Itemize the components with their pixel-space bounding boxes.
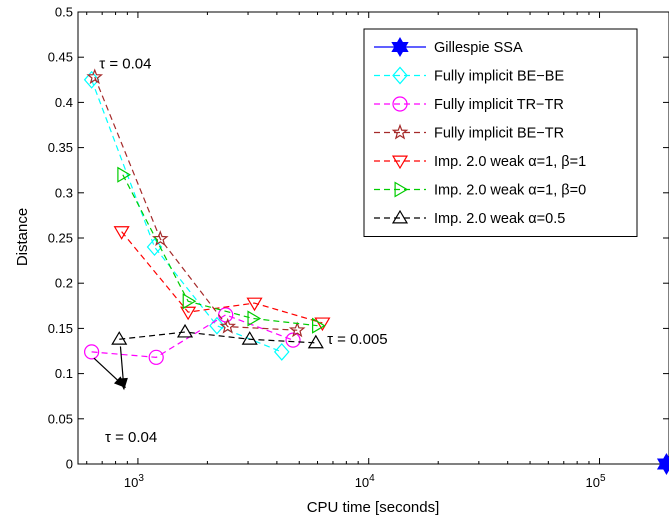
y-tick-label: 0: [66, 457, 73, 472]
y-tick-label: 0.5: [55, 5, 73, 20]
star-marker: [151, 230, 169, 246]
triangle-up-marker: [391, 209, 409, 224]
legend-item: Imp. 2.0 weak α=0.5: [374, 209, 565, 227]
star-marker: [288, 321, 306, 338]
triangle-up-marker: [241, 331, 258, 345]
legend-label: Gillespie SSA: [434, 40, 523, 56]
legend-label: Fully implicit BE−BE: [434, 69, 564, 85]
series-4: [113, 226, 331, 332]
legend-label: Fully implicit TR−TR: [434, 97, 564, 113]
triangle-up-marker: [307, 334, 324, 349]
star-marker: [86, 68, 104, 85]
y-tick-label: 0.45: [48, 50, 73, 65]
legend-label: Imp. 2.0 weak α=0.5: [434, 211, 565, 227]
legend-label: Fully implicit BE−TR: [434, 126, 564, 142]
diamond-marker: [392, 66, 408, 85]
y-tick-label: 0.25: [48, 231, 73, 246]
legend-item: Fully implicit TR−TR: [374, 96, 564, 113]
y-tick-label: 0.3: [55, 185, 73, 200]
circle-marker: [84, 344, 100, 360]
star-marker: [391, 123, 409, 140]
y-axis-label: Distance: [14, 208, 31, 266]
circle-marker: [285, 332, 301, 348]
triangle-down-marker: [391, 155, 409, 170]
legend-label: Imp. 2.0 weak α=1, β=0: [434, 183, 586, 199]
circle-marker: [148, 349, 164, 365]
annotation-label: τ = 0.005: [327, 331, 388, 348]
triangle-up-marker: [176, 323, 194, 338]
triangle-right-marker: [394, 181, 409, 198]
annotation-arrow-head: [118, 377, 128, 391]
triangle-down-marker: [113, 226, 130, 240]
hexagram-marker-b: [656, 458, 669, 476]
x-tick-label: 104: [355, 473, 375, 490]
triangle-down-marker: [180, 306, 197, 321]
circle-marker: [392, 96, 408, 112]
annotation-label: τ = 0.04: [105, 429, 157, 446]
legend: Gillespie SSA Fully implicit BE−BE Fully i…: [363, 28, 638, 237]
y-tick-label: 0.4: [55, 95, 73, 110]
legend-item: Fully implicit BE−BE: [374, 66, 564, 85]
y-tick-label: 0.1: [55, 366, 73, 381]
star-marker: [219, 317, 237, 334]
triangle-down-marker: [314, 317, 331, 332]
triangle-down-marker: [246, 297, 263, 312]
x-tick-label: 103: [124, 473, 144, 490]
diamond-marker: [146, 238, 163, 257]
x-tick-label: 105: [586, 473, 606, 490]
y-tick-label: 0.05: [48, 411, 73, 426]
annotation-label: τ = 0.04: [99, 56, 151, 73]
triangle-right-marker: [247, 310, 262, 327]
triangle-right-marker: [182, 293, 197, 310]
series-6: [111, 323, 324, 349]
legend-item: Gillespie SSA: [374, 36, 523, 58]
series-line: [122, 174, 318, 327]
series-line: [119, 331, 316, 344]
triangle-up-marker: [111, 331, 128, 345]
diamond-marker: [273, 342, 290, 361]
y-tick-label: 0.35: [48, 140, 73, 155]
legend-label: Imp. 2.0 weak α=1, β=1: [434, 154, 586, 170]
series-line: [121, 231, 323, 324]
legend-item: Fully implicit BE−TR: [374, 123, 564, 142]
y-tick-label: 0.15: [48, 321, 73, 336]
series-line: [94, 76, 298, 331]
triangle-right-marker: [312, 317, 326, 334]
series-0: [656, 452, 669, 476]
legend-item: Imp. 2.0 weak α=1, β=1: [374, 154, 586, 170]
hexagram-marker-b: [391, 42, 409, 58]
legend-item: Imp. 2.0 weak α=1, β=0: [374, 181, 586, 199]
x-axis-label: CPU time [seconds]: [307, 499, 440, 516]
triangle-right-marker: [117, 166, 131, 183]
series-3: [86, 68, 306, 338]
diamond-marker: [83, 70, 100, 89]
y-tick-label: 0.2: [55, 276, 73, 291]
series-5: [117, 166, 326, 334]
